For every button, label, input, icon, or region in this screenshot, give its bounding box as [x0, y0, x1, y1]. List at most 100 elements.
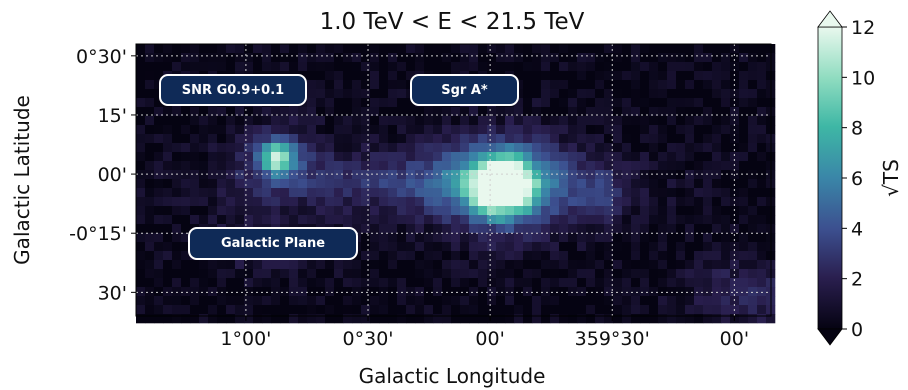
heatmap-cell [541, 314, 551, 324]
heatmap-cell [550, 71, 560, 81]
heatmap-cell [685, 251, 695, 261]
heatmap-cell [163, 215, 173, 225]
heatmap-cell [586, 269, 596, 279]
heatmap-cell [298, 179, 308, 189]
heatmap-cell [532, 233, 542, 243]
heatmap-cell [721, 170, 731, 180]
heatmap-cell [244, 134, 254, 144]
heatmap-cell [190, 197, 200, 207]
heatmap-cell [307, 125, 317, 135]
heatmap-cell [703, 197, 713, 207]
heatmap-cell [190, 62, 200, 72]
heatmap-cell [469, 44, 479, 54]
heatmap-cell [217, 188, 227, 198]
heatmap-cell [748, 62, 758, 72]
heatmap-cell [271, 188, 281, 198]
heatmap-cell [235, 44, 245, 54]
heatmap-cell [568, 89, 578, 99]
heatmap-cell [154, 251, 164, 261]
heatmap-cell [226, 269, 236, 279]
heatmap-cell [280, 314, 290, 324]
heatmap-cell [172, 134, 182, 144]
heatmap-cell [559, 242, 569, 252]
heatmap-cell [631, 206, 641, 216]
heatmap-cell [307, 188, 317, 198]
heatmap-cell [532, 44, 542, 54]
heatmap-cell [316, 89, 326, 99]
heatmap-cell [739, 107, 749, 117]
heatmap-cell [370, 287, 380, 297]
heatmap-cell [253, 305, 263, 315]
heatmap-cell [208, 125, 218, 135]
heatmap-cell [478, 233, 488, 243]
heatmap-cell [190, 125, 200, 135]
heatmap-cell [280, 170, 290, 180]
heatmap-cell [613, 161, 623, 171]
heatmap-cell [505, 296, 515, 306]
heatmap-cell [469, 287, 479, 297]
heatmap-cell [496, 188, 506, 198]
heatmap-cell [253, 197, 263, 207]
heatmap-cell [577, 188, 587, 198]
heatmap-cell [595, 260, 605, 270]
heatmap-cell [532, 206, 542, 216]
heatmap-cell [253, 125, 263, 135]
heatmap-cell [532, 260, 542, 270]
heatmap-cell [577, 71, 587, 81]
heatmap-cell [217, 260, 227, 270]
heatmap-cell [703, 269, 713, 279]
heatmap-cell [136, 152, 146, 162]
heatmap-cell [352, 269, 362, 279]
heatmap-cell [325, 179, 335, 189]
heatmap-cell [226, 161, 236, 171]
heatmap-cell [685, 206, 695, 216]
heatmap-cell [649, 89, 659, 99]
heatmap-cell [658, 53, 668, 63]
heatmap-cell [676, 170, 686, 180]
heatmap-cell [415, 143, 425, 153]
heatmap-cell [451, 62, 461, 72]
heatmap-cell [370, 161, 380, 171]
heatmap-cell [370, 188, 380, 198]
heatmap-cell [613, 296, 623, 306]
heatmap-cell [757, 53, 767, 63]
heatmap-cell [658, 179, 668, 189]
heatmap-cell [442, 278, 452, 288]
heatmap-cell [370, 152, 380, 162]
heatmap-cell [352, 71, 362, 81]
heatmap-cell [595, 125, 605, 135]
heatmap-cell [532, 98, 542, 108]
heatmap-cell [703, 125, 713, 135]
heatmap-cell [424, 170, 434, 180]
heatmap-cell [559, 260, 569, 270]
heatmap-cell [739, 233, 749, 243]
heatmap-cell [343, 71, 353, 81]
heatmap-cell [478, 170, 488, 180]
heatmap-cell [730, 44, 740, 54]
heatmap-cell [343, 278, 353, 288]
heatmap-cell [685, 314, 695, 324]
heatmap-cell [478, 215, 488, 225]
heatmap-cell [370, 116, 380, 126]
heatmap-cell [586, 287, 596, 297]
heatmap-cell [766, 314, 776, 324]
heatmap-cell [271, 44, 281, 54]
heatmap-cell [595, 188, 605, 198]
heatmap-cell [298, 287, 308, 297]
heatmap-cell [577, 251, 587, 261]
heatmap-cell [325, 269, 335, 279]
heatmap-cell [541, 152, 551, 162]
heatmap-cell [613, 134, 623, 144]
heatmap-cell [361, 188, 371, 198]
heatmap-cell [262, 134, 272, 144]
heatmap-cell [379, 215, 389, 225]
heatmap-cell [460, 44, 470, 54]
heatmap-cell [613, 179, 623, 189]
heatmap-cell [757, 197, 767, 207]
heatmap-cell [523, 116, 533, 126]
heatmap-cell [289, 287, 299, 297]
heatmap-cell [289, 134, 299, 144]
heatmap-cell [505, 233, 515, 243]
heatmap-cell [163, 296, 173, 306]
